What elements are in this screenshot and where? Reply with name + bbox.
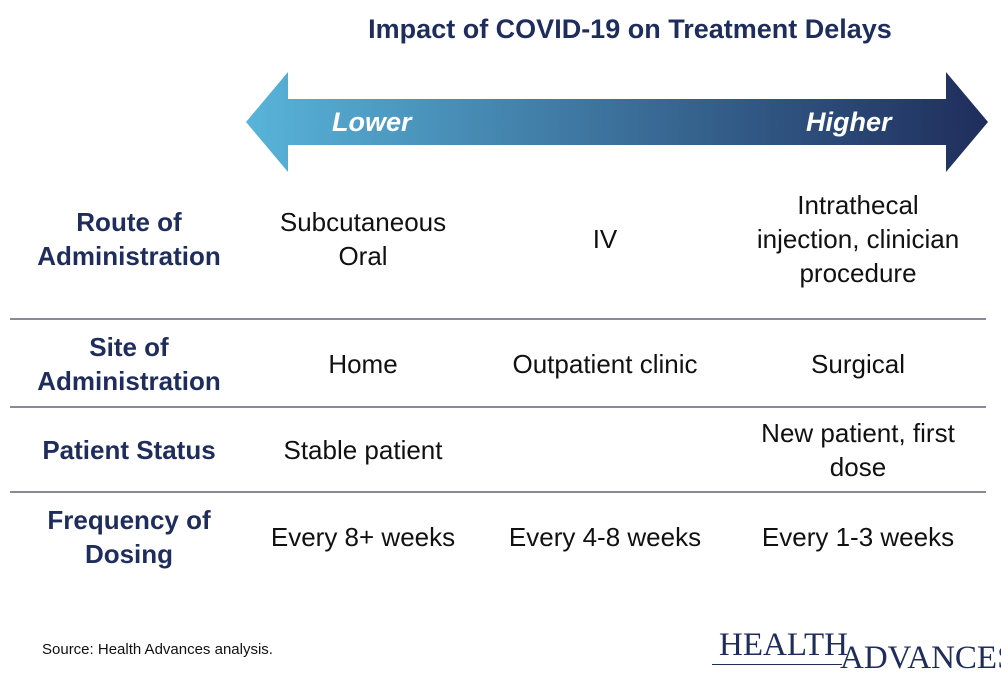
arrow-label-lower: Lower — [332, 107, 412, 137]
cell-frequency-middle: Every 4-8 weeks — [490, 500, 720, 574]
health-advances-logo: HEALTH ADVANCES — [712, 626, 1001, 676]
source-note: Source: Health Advances analysis. — [42, 641, 273, 658]
cell-route-higher: Intrathecal injection, clinician procedu… — [736, 187, 980, 291]
row-label-line: Administration — [37, 366, 221, 396]
row-label-line: Site of — [89, 332, 169, 362]
cell-line: Outpatient clinic — [512, 349, 698, 379]
row-label-patient-status: Patient Status — [14, 414, 244, 486]
logo-word-advances: ADVANCES — [840, 640, 1001, 676]
cell-line: Every 1-3 weeks — [761, 522, 955, 552]
cell-site-middle: Outpatient clinic — [490, 328, 720, 400]
cell-site-higher: Surgical — [736, 328, 980, 400]
row-divider — [10, 491, 986, 493]
cell-line: Subcutaneous — [279, 207, 447, 237]
double-arrow-icon — [246, 72, 988, 172]
row-label-line: Dosing — [84, 539, 174, 569]
arrow-label-higher: Higher — [806, 107, 892, 137]
row-divider — [10, 406, 986, 408]
cell-line: Home — [328, 349, 398, 379]
cell-route-middle: IV — [490, 202, 720, 276]
cell-line: Every 8+ weeks — [270, 522, 456, 552]
cell-line: New patient, first — [761, 418, 955, 448]
cell-line: dose — [829, 452, 887, 482]
cell-line: Every 4-8 weeks — [508, 522, 702, 552]
row-divider — [10, 318, 986, 320]
cell-status-lower: Stable patient — [250, 414, 476, 486]
diagram-title: Impact of COVID-19 on Treatment Delays — [368, 14, 892, 44]
cell-site-lower: Home — [250, 328, 476, 400]
cell-line: injection, clinician — [756, 224, 960, 254]
row-label-site: Site of Administration — [14, 328, 244, 400]
cell-line: Surgical — [811, 349, 905, 379]
row-label-line: Frequency of — [47, 505, 211, 535]
row-label-line: Administration — [37, 241, 221, 271]
row-label-route: Route of Administration — [14, 202, 244, 276]
cell-line: Oral — [338, 241, 388, 271]
cell-line: Stable patient — [283, 435, 443, 465]
row-label-line: Patient Status — [42, 435, 216, 465]
logo-rule — [712, 664, 842, 665]
logo-word-health: HEALTH — [719, 627, 848, 663]
cell-line: IV — [592, 224, 618, 254]
cell-line: Intrathecal — [797, 190, 919, 220]
cell-status-higher: New patient, first dose — [736, 414, 980, 486]
cell-frequency-higher: Every 1-3 weeks — [736, 500, 980, 574]
cell-line: procedure — [799, 258, 917, 288]
row-label-line: Route of — [76, 207, 182, 237]
cell-frequency-lower: Every 8+ weeks — [250, 500, 476, 574]
row-label-frequency: Frequency of Dosing — [14, 500, 244, 574]
cell-route-lower: Subcutaneous Oral — [250, 202, 476, 276]
